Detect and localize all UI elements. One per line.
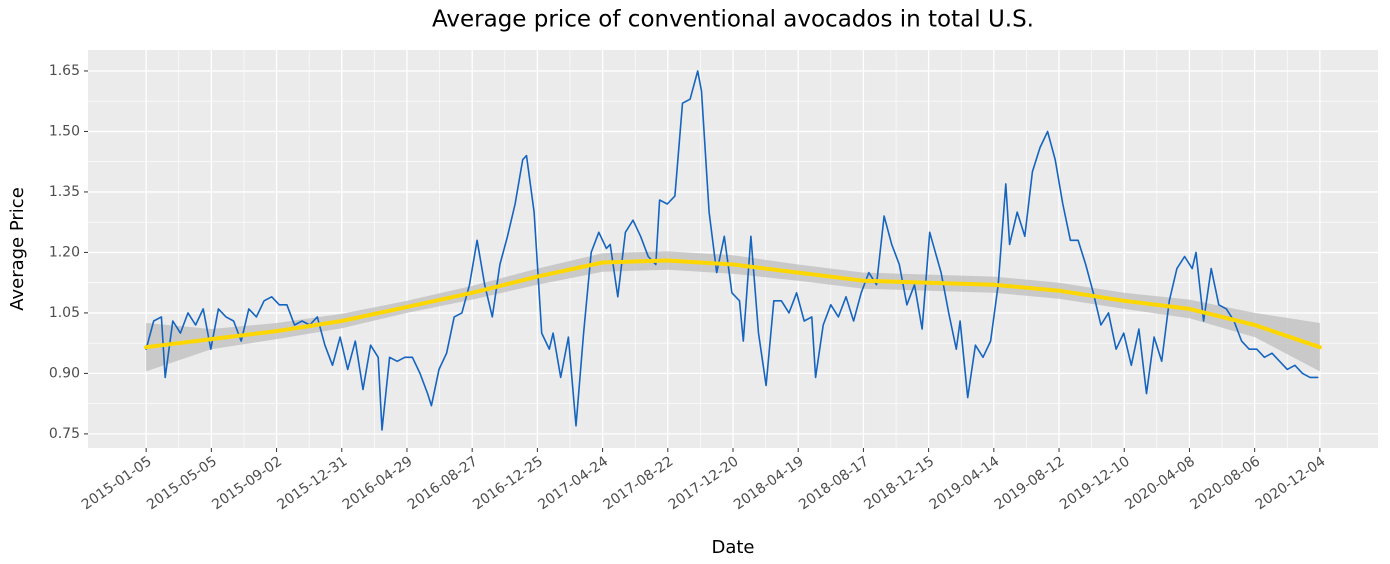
chart-title: Average price of conventional avocados i…	[432, 7, 1034, 33]
x-tick-label: 2019-04-14	[927, 453, 1003, 513]
y-tick-label: 1.50	[49, 123, 80, 139]
y-tick-label: 1.20	[49, 244, 80, 260]
y-tick-label: 0.75	[49, 426, 80, 442]
x-tick-label: 2020-08-06	[1187, 453, 1263, 513]
y-tick-label: 0.90	[49, 365, 80, 381]
x-tick-label: 2016-04-29	[340, 453, 416, 513]
x-tick-label: 2015-12-31	[275, 453, 351, 513]
x-tick-label: 2020-12-04	[1253, 453, 1329, 513]
x-axis-label: Date	[711, 537, 754, 558]
smooth-line	[144, 258, 1322, 350]
y-axis-label: Average Price	[7, 187, 28, 311]
x-tick-label: 2015-01-05	[79, 453, 155, 513]
y-tick-label: 1.05	[49, 305, 80, 321]
x-tick-label: 2017-12-20	[666, 453, 742, 513]
x-tick-label: 2015-05-05	[144, 453, 220, 513]
x-tick-label: 2018-08-17	[796, 453, 872, 513]
x-tick-label: 2017-08-22	[601, 453, 677, 513]
x-tick-label: 2015-09-02	[209, 453, 285, 513]
x-tick-label: 2018-04-19	[731, 453, 807, 513]
x-tick-label: 2020-04-08	[1122, 453, 1198, 513]
x-tick-label: 2019-08-12	[992, 453, 1068, 513]
data-line	[145, 70, 1319, 431]
y-tick-label: 1.65	[49, 63, 80, 79]
x-tick-label: 2019-12-10	[1057, 453, 1133, 513]
x-tick-label: 2016-08-27	[405, 453, 481, 513]
x-tick-label: 2018-12-15	[861, 453, 937, 513]
x-tick-label: 2017-04-24	[535, 453, 611, 513]
x-tick-label: 2016-12-25	[470, 453, 546, 513]
y-tick-label: 1.35	[49, 184, 80, 200]
confidence-band	[146, 251, 1320, 372]
